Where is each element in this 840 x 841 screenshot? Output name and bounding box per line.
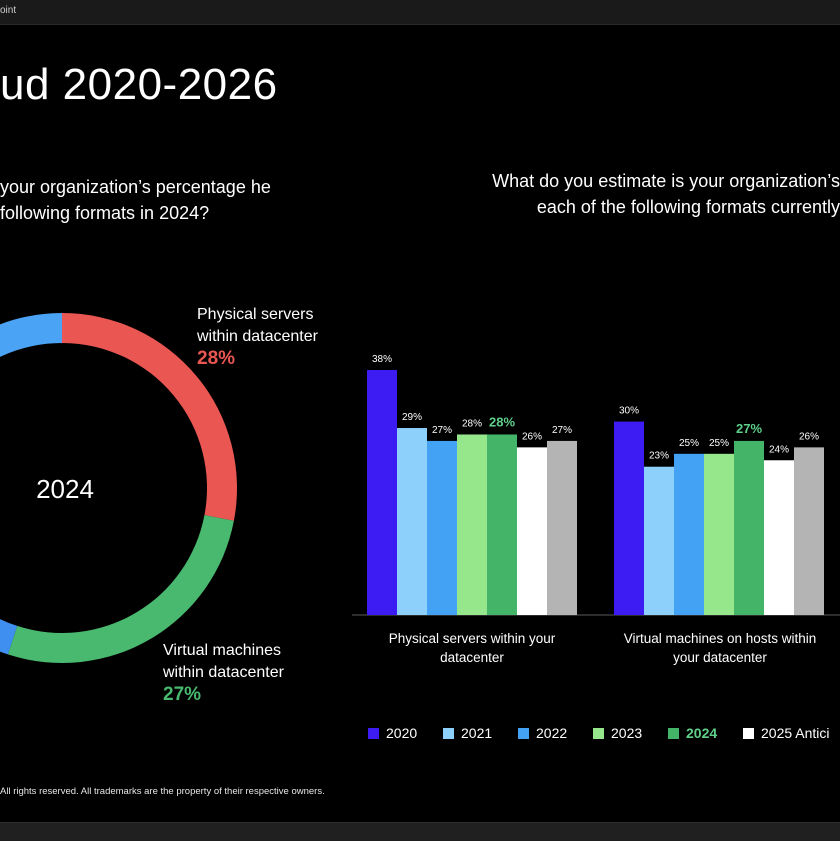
window-titlebar: oint [0, 0, 840, 25]
donut-slice-physical [62, 313, 237, 521]
bar-value-label: 23% [649, 451, 669, 462]
legend-swatch [518, 728, 529, 739]
window-title: oint [0, 5, 17, 16]
legend-swatch [443, 728, 454, 739]
donut-slice-virtual [7, 515, 234, 663]
legend: 2020 2021 2022 2023 2024 2025 Antici [368, 725, 830, 741]
bar-value-label: 25% [709, 438, 729, 449]
bar-value-label: 30% [619, 406, 639, 417]
slice-label-physical-line2: within datacenter [197, 328, 318, 345]
slice-pct-physical: 28% [197, 348, 236, 369]
left-question: your organization’s percentage he follow… [0, 177, 271, 223]
slice-label-virtual-line2: within datacenter [163, 664, 284, 681]
slice-label-physical-line1: Physical servers [197, 306, 314, 323]
category-label-virtual-line1: Virtual machines on hosts within [624, 631, 817, 646]
bar-series6-cat0 [547, 440, 577, 615]
legend-label: 2025 Antici [761, 725, 830, 741]
bar-value-label: 27% [736, 421, 762, 436]
bar-2022-cat1 [674, 453, 704, 615]
bar-value-label: 26% [522, 431, 542, 442]
legend-swatch [593, 728, 604, 739]
bar-value-label: 27% [432, 425, 452, 436]
right-question-line2: each of the following formats currently [536, 197, 840, 217]
legend-label: 2023 [611, 725, 642, 741]
legend-label: 2021 [461, 725, 492, 741]
bar-value-label: 29% [402, 412, 422, 423]
bar-value-label: 27% [552, 425, 572, 436]
slice-pct-virtual: 27% [163, 684, 202, 705]
bar-2023-cat1 [704, 453, 734, 615]
legend-swatch [668, 728, 679, 739]
footer-copyright: All rights reserved. All trademarks are … [0, 786, 325, 797]
slice-label-virtual: Virtual machines within datacenter 27% [163, 640, 284, 706]
bar-2021-cat1 [644, 466, 674, 615]
category-label-physical-line1: Physical servers within your [389, 631, 556, 646]
bar-2020-cat0 [367, 370, 397, 615]
bar-2020-cat1 [614, 421, 644, 615]
bar-2024-cat1 [734, 440, 764, 615]
bar-value-label: 25% [679, 438, 699, 449]
bar-2025-antici-cat1 [764, 460, 794, 615]
bar-value-label: 24% [769, 444, 789, 455]
legend-swatch [368, 728, 379, 739]
category-label-virtual-line2: your datacenter [673, 650, 767, 665]
donut-center-label: 2024 [36, 474, 94, 504]
donut-slice-other-2 [0, 313, 62, 357]
bar-value-label: 28% [489, 414, 515, 429]
category-label-physical-line2: datacenter [440, 650, 504, 665]
bar-2024-cat0 [487, 434, 517, 615]
legend-swatch [743, 728, 754, 739]
bar-value-label: 26% [799, 431, 819, 442]
bottom-bar [0, 822, 840, 841]
slice-label-virtual-line1: Virtual machines [163, 642, 281, 659]
bar-value-label: 28% [462, 418, 482, 429]
legend-label: 2020 [386, 725, 417, 741]
bar-series6-cat1 [794, 447, 824, 615]
right-question: What do you estimate is your organizatio… [395, 168, 840, 220]
slide-title: ud 2020-2026 [0, 60, 278, 109]
bar-2022-cat0 [427, 440, 457, 615]
bar-value-label: 38% [372, 354, 392, 365]
donut-slice-other [0, 619, 18, 655]
right-question-line1: What do you estimate is your organizatio… [492, 171, 840, 191]
bar-2023-cat0 [457, 434, 487, 615]
slice-label-physical: Physical servers within datacenter 28% [197, 304, 318, 370]
bar-2021-cat0 [397, 428, 427, 615]
legend-label: 2024 [686, 725, 717, 741]
legend-label: 2022 [536, 725, 567, 741]
bar-2025-antici-cat0 [517, 447, 547, 615]
